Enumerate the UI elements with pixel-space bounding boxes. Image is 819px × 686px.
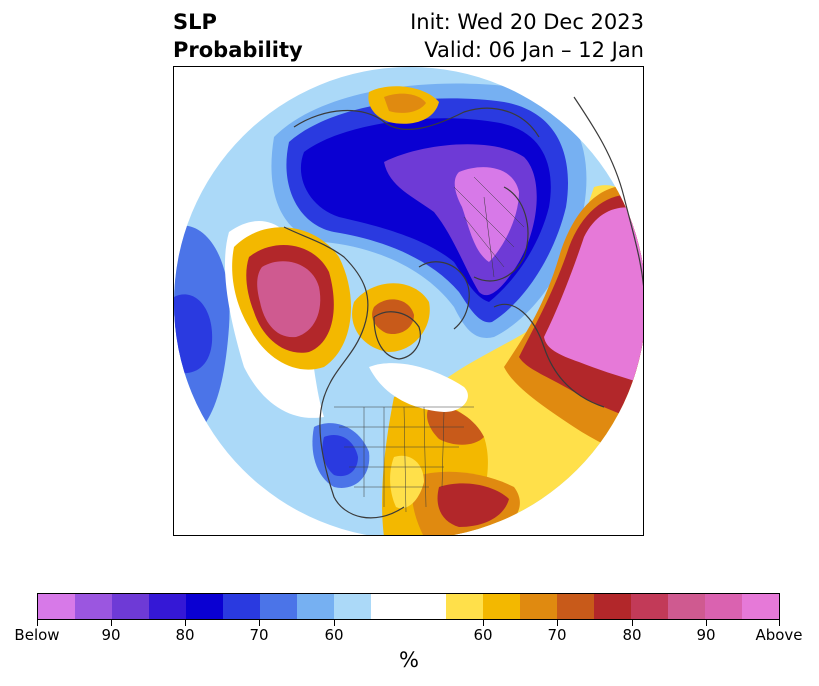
colorbar-swatch: [223, 594, 261, 619]
political-borders: [334, 176, 525, 513]
colorbar-tick: [632, 620, 633, 626]
colorbar-swatch: [334, 594, 372, 619]
colorbar-tick: [259, 620, 260, 626]
colorbar-tick: [483, 620, 484, 626]
colorbar-tick-label: 90: [101, 626, 121, 644]
colorbar-swatch: [445, 594, 483, 619]
colorbar: [37, 593, 780, 620]
colorbar-tick-label: Below: [14, 626, 60, 644]
canada-above-70: [372, 299, 414, 335]
colorbar-tick: [111, 620, 112, 626]
colorbar-swatch: [704, 594, 742, 619]
colorbar-swatch: [593, 594, 631, 619]
map-title: SLP Probability: [173, 10, 303, 62]
colorbar-swatch: [38, 594, 76, 619]
colorbar-swatch: [297, 594, 335, 619]
colorbar-tick-label: 60: [473, 626, 493, 644]
colorbar-tick-label: 70: [547, 626, 567, 644]
colorbar-tick: [557, 620, 558, 626]
greenland-above-70: [384, 93, 426, 113]
colorbar-swatch: [75, 594, 113, 619]
colorbar-swatch: [482, 594, 520, 619]
labrador-above-70: [427, 406, 484, 445]
probability-map: [174, 67, 643, 535]
colorbar-swatch: [556, 594, 594, 619]
colorbar-tick: [706, 620, 707, 626]
colorbar-tick-label: 70: [249, 626, 269, 644]
colorbar-swatch: [741, 594, 779, 619]
arctic-below-max: [454, 167, 519, 262]
colorbar-swatch: [371, 594, 446, 619]
colorbar-swatch: [260, 594, 298, 619]
us-southeast-above-60: [390, 455, 424, 509]
colorbar-tick-label: Above: [755, 626, 803, 644]
colorbar-tick-label: 80: [175, 626, 195, 644]
colorbar-tick-label: 90: [696, 626, 716, 644]
colorbar-unit-label: %: [399, 648, 419, 672]
colorbar-tick-label: 60: [324, 626, 344, 644]
coastlines: [283, 96, 643, 519]
alaska-above-90: [257, 261, 321, 338]
colorbar-tick: [334, 620, 335, 626]
colorbar-tick: [779, 620, 780, 626]
pacific-below-80: [174, 294, 213, 374]
colorbar-swatch: [630, 594, 668, 619]
europe-above-max: [544, 207, 643, 387]
colorbar-swatch: [667, 594, 705, 619]
colorbar-swatch: [519, 594, 557, 619]
colorbar-tick-label: 80: [622, 626, 642, 644]
colorbar-swatch: [149, 594, 187, 619]
colorbar-tick: [185, 620, 186, 626]
us-west-below-80: [322, 435, 358, 477]
atlantic-above-80-south: [437, 483, 509, 527]
map-panel: [173, 66, 644, 536]
colorbar-tick: [37, 620, 38, 626]
colorbar-swatch: [186, 594, 224, 619]
init-valid-dates: Init: Wed 20 Dec 2023 Valid: 06 Jan – 12…: [410, 10, 644, 62]
colorbar-swatch: [112, 594, 150, 619]
near-normal-canada: [369, 363, 468, 412]
